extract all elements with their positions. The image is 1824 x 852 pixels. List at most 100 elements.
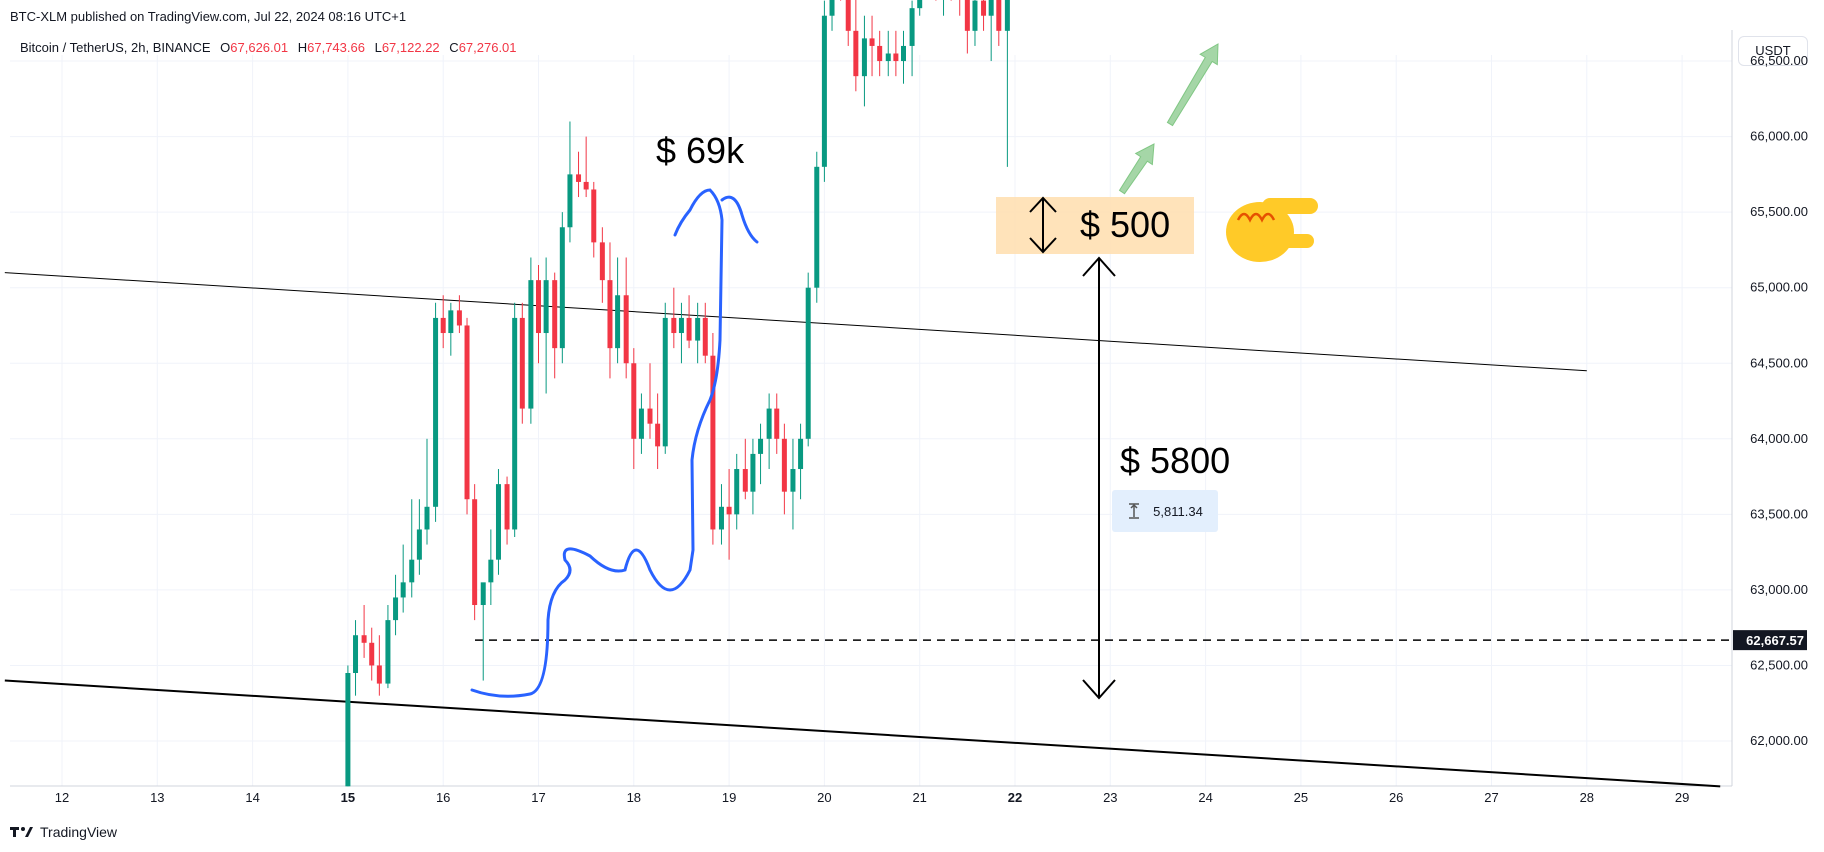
candle-body bbox=[909, 8, 915, 46]
candle-body bbox=[552, 280, 558, 349]
candles bbox=[345, 0, 1010, 787]
chart-grid bbox=[10, 30, 1733, 787]
pinching-hand-emoji bbox=[1226, 198, 1318, 262]
candle-body bbox=[376, 665, 382, 684]
currency-button[interactable]: USDT bbox=[1738, 36, 1808, 66]
support-level-tag-label: 62,667.57 bbox=[1746, 633, 1804, 648]
candle-body bbox=[583, 181, 589, 190]
candle-body bbox=[671, 317, 677, 334]
green-up-arrow-icon bbox=[1118, 143, 1155, 195]
candle-body bbox=[877, 45, 883, 62]
candle-body bbox=[615, 295, 621, 349]
time-tick-label: 16 bbox=[436, 790, 450, 805]
price-tick-label: 62,000.00 bbox=[1750, 733, 1808, 748]
candle-body bbox=[416, 529, 422, 560]
arrow-5800-head-down bbox=[1082, 679, 1116, 700]
candle-body bbox=[781, 438, 787, 492]
price-tick-label: 65,000.00 bbox=[1750, 280, 1808, 295]
publish-info: BTC-XLM published on TradingView.com, Ju… bbox=[10, 9, 407, 24]
arrow-500-head-down bbox=[1029, 237, 1057, 254]
candle-body bbox=[853, 30, 859, 77]
candle-body bbox=[814, 166, 820, 288]
candle-body bbox=[519, 317, 525, 409]
close-value: 67,276.01 bbox=[458, 40, 517, 55]
candle-body bbox=[742, 469, 748, 492]
candle-body bbox=[695, 317, 701, 341]
candle-body bbox=[678, 317, 684, 334]
arrow-500-head-up bbox=[1029, 196, 1057, 213]
candle-body bbox=[845, 0, 851, 31]
candle-body bbox=[385, 620, 391, 684]
high-value: 67,743.66 bbox=[307, 40, 365, 55]
candle-body bbox=[353, 635, 359, 674]
tradingview-brand[interactable]: TradingView bbox=[10, 824, 117, 840]
low-value: 67,122.22 bbox=[381, 40, 440, 55]
candle-body bbox=[512, 317, 518, 530]
trendlines bbox=[4, 272, 1732, 788]
price-tick-label: 64,000.00 bbox=[1750, 431, 1808, 446]
hand-drawn-hook bbox=[720, 195, 759, 244]
open-value: 67,626.01 bbox=[230, 40, 289, 55]
price-tick-label: 66,500.00 bbox=[1750, 53, 1808, 68]
annotation-69k: $ 69k bbox=[656, 130, 745, 171]
price-tick-label: 62,500.00 bbox=[1750, 657, 1808, 672]
candle-body bbox=[869, 38, 875, 46]
price-axis: 62,000.00 62,500.00 63,000.00 63,500.00 64,0… bbox=[1733, 53, 1808, 748]
time-tick-label: 27 bbox=[1484, 790, 1498, 805]
candle-body bbox=[440, 317, 446, 334]
candle-body bbox=[488, 559, 494, 583]
time-tick-label: 15 bbox=[341, 790, 355, 805]
time-tick-label: 14 bbox=[245, 790, 259, 805]
candle-body bbox=[885, 53, 891, 62]
time-tick-label: 17 bbox=[531, 790, 545, 805]
candle-body bbox=[972, 0, 978, 31]
green-arrow-shape bbox=[1118, 143, 1155, 195]
candle-body bbox=[900, 45, 906, 62]
candle-body bbox=[1004, 0, 1010, 31]
brand-label: TradingView bbox=[40, 824, 118, 840]
arrow-5800-head-up bbox=[1082, 256, 1116, 277]
candle-body bbox=[790, 469, 796, 492]
tradingview-logo-icon bbox=[10, 827, 33, 837]
candle-body bbox=[774, 408, 780, 439]
resistance-zone-rect bbox=[996, 197, 1194, 254]
candle-body bbox=[829, 0, 835, 16]
candle-body bbox=[638, 408, 644, 439]
low-label: L bbox=[374, 40, 382, 55]
time-tick-label: 25 bbox=[1294, 790, 1308, 805]
candle-body bbox=[409, 559, 415, 583]
candle-body bbox=[623, 295, 629, 364]
green-arrow-shape bbox=[1166, 43, 1219, 127]
candle-body bbox=[893, 53, 899, 62]
candle-body bbox=[433, 317, 439, 507]
candle-body bbox=[734, 469, 740, 515]
time-tick-label: 20 bbox=[817, 790, 831, 805]
hand-fingertips bbox=[1236, 212, 1276, 223]
candle-body bbox=[480, 582, 486, 606]
time-tick-label: 22 bbox=[1008, 790, 1022, 805]
candle-body bbox=[710, 355, 716, 530]
candle-body bbox=[631, 363, 637, 439]
annotation-500: $ 500 bbox=[1080, 204, 1171, 245]
candle-body bbox=[448, 310, 454, 334]
candle-body bbox=[543, 280, 549, 334]
candle-body bbox=[424, 506, 430, 530]
candle-body bbox=[559, 227, 565, 349]
candle-body bbox=[400, 582, 406, 598]
measure-value: 5,811.34 bbox=[1153, 503, 1203, 519]
annotations bbox=[470, 43, 1318, 700]
resistance-zone bbox=[996, 197, 1194, 254]
hand-finger-top bbox=[1262, 198, 1318, 214]
candle-body bbox=[345, 673, 351, 787]
candle-body bbox=[456, 310, 462, 326]
candle-body bbox=[964, 0, 970, 31]
hand-drawn-path bbox=[470, 188, 724, 698]
candle-body bbox=[528, 280, 534, 409]
symbol-legend: Bitcoin / TetherUS, 2h, BINANCE O67,626.… bbox=[20, 40, 517, 55]
time-axis: 12 13 14 15 16 17 18 19 20 21 22 23 24 25 26 27 28 29 bbox=[55, 790, 1690, 805]
time-tick-label: 26 bbox=[1389, 790, 1403, 805]
candle-body bbox=[599, 242, 605, 281]
time-tick-label: 18 bbox=[627, 790, 641, 805]
candle-body bbox=[981, 0, 987, 16]
